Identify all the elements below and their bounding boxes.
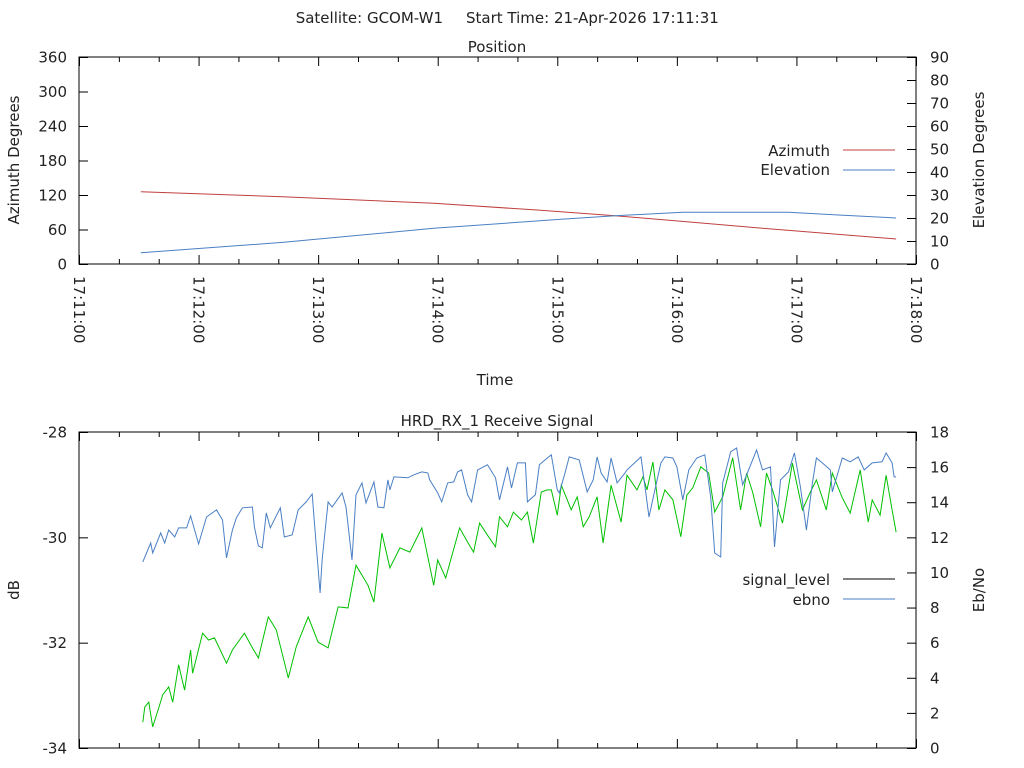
ebno-series-line <box>142 447 897 594</box>
signal-level-series-line <box>142 457 897 728</box>
x-tick-label: 17:16:00 <box>668 276 686 343</box>
y2-tick-label: 12 <box>930 529 949 547</box>
x-tick-label: 17:11:00 <box>70 276 88 343</box>
y-tick-label: 180 <box>38 152 67 170</box>
legend-ebno-label: ebno <box>793 591 830 609</box>
position-plot: Position Azimuth Degrees Elevation Degre… <box>5 38 988 389</box>
legend-azimuth-label: Azimuth <box>768 142 830 160</box>
y2-tick-label: 18 <box>930 424 949 442</box>
y-tick-label: 0 <box>57 256 67 274</box>
start-time-label: Start Time: 21-Apr-2026 17:11:31 <box>466 9 719 27</box>
receive-signal-plot: HRD_RX_1 Receive Signal dB Eb/No signal_… <box>5 412 988 758</box>
y2-tick-label: 20 <box>930 210 949 228</box>
satellite-label: Satellite: GCOM-W1 <box>296 9 443 27</box>
y-tick-label: -34 <box>43 740 68 758</box>
y2-tick-label: 0 <box>930 256 940 274</box>
azimuth-series-line <box>140 191 897 240</box>
y2-tick-label: 10 <box>930 233 949 251</box>
x-tick-label: 17:13:00 <box>309 276 327 343</box>
y2-tick-label: 90 <box>930 49 949 67</box>
signal-title: HRD_RX_1 Receive Signal <box>401 412 594 431</box>
y2-tick-label: 70 <box>930 95 949 113</box>
position-title: Position <box>468 38 526 56</box>
y2-tick-label: 6 <box>930 634 940 652</box>
plot-frame <box>78 431 917 749</box>
y2-tick-label: 60 <box>930 118 949 136</box>
y2-tick-label: 50 <box>930 141 949 159</box>
y-tick-label: -30 <box>43 529 68 547</box>
y2-tick-label: 80 <box>930 72 949 90</box>
legend-elevation-label: Elevation <box>760 161 830 179</box>
y-tick-label: 240 <box>38 118 67 136</box>
y2-tick-label: 30 <box>930 187 949 205</box>
elevation-axis-label: Elevation Degrees <box>970 91 988 228</box>
elevation-series-line <box>140 211 897 254</box>
legend-signal-level-label: signal_level <box>742 571 830 590</box>
ebno-axis-label: Eb/No <box>970 568 988 612</box>
y2-tick-label: 2 <box>930 704 940 722</box>
db-axis-label: dB <box>5 580 23 600</box>
y-tick-label: 60 <box>48 221 67 239</box>
x-tick-label: 17:15:00 <box>548 276 566 343</box>
y-tick-label: 300 <box>38 83 67 101</box>
y2-tick-label: 4 <box>930 669 940 687</box>
y-tick-label: -28 <box>43 424 68 442</box>
y-tick-label: -32 <box>43 634 68 652</box>
x-tick-label: 17:17:00 <box>787 276 805 343</box>
y2-tick-label: 8 <box>930 599 940 617</box>
y2-tick-label: 40 <box>930 164 949 182</box>
y-tick-label: 120 <box>38 187 67 205</box>
azimuth-axis-label: Azimuth Degrees <box>5 95 23 224</box>
y-tick-label: 360 <box>38 49 67 67</box>
y2-tick-label: 16 <box>930 459 949 477</box>
y2-tick-label: 0 <box>930 740 940 758</box>
time-axis-label: Time <box>476 371 514 389</box>
x-tick-label: 17:12:00 <box>190 276 208 343</box>
x-tick-label: 17:14:00 <box>429 276 447 343</box>
y2-tick-label: 10 <box>930 564 949 582</box>
y2-tick-label: 14 <box>930 494 949 512</box>
x-tick-label: 17:18:00 <box>907 276 925 343</box>
